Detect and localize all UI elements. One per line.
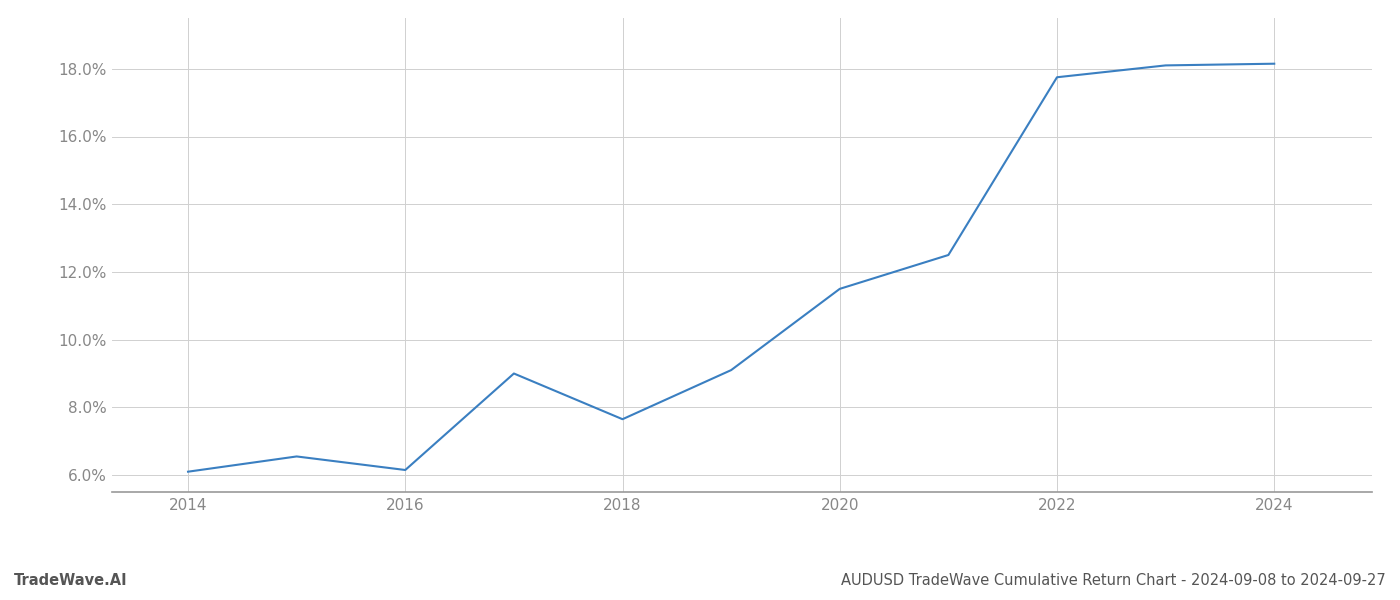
Text: AUDUSD TradeWave Cumulative Return Chart - 2024-09-08 to 2024-09-27: AUDUSD TradeWave Cumulative Return Chart…	[841, 573, 1386, 588]
Text: TradeWave.AI: TradeWave.AI	[14, 573, 127, 588]
